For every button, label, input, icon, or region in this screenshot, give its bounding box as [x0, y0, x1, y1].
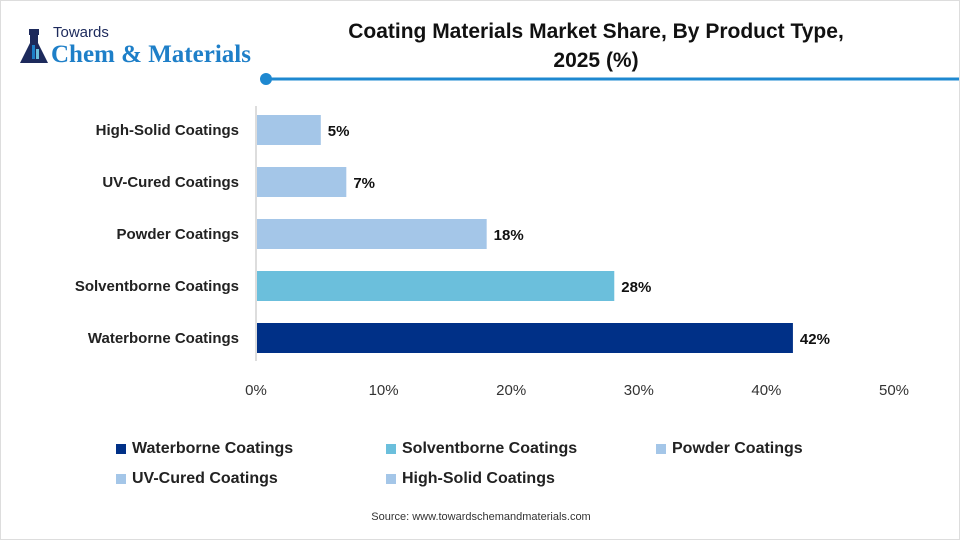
bar [257, 219, 487, 249]
legend-swatch [386, 474, 396, 484]
legend-swatch [386, 444, 396, 454]
data-label: 28% [621, 279, 651, 296]
legend-item: UV-Cured Coatings [116, 469, 278, 489]
brand-line2: Chem & Materials [51, 41, 251, 68]
legend-swatch [656, 444, 666, 454]
legend-item: Waterborne Coatings [116, 439, 293, 459]
legend-label: Waterborne Coatings [132, 440, 294, 457]
x-tick-label: 0% [245, 382, 267, 399]
bar [257, 323, 793, 353]
data-label: 5% [328, 123, 350, 140]
x-tick-label: 50% [879, 382, 909, 399]
x-tick-label: 30% [624, 382, 654, 399]
legend-label: Powder Coatings [672, 440, 803, 457]
x-tick-label: 20% [496, 382, 526, 399]
category-label: High-Solid Coatings [96, 122, 239, 139]
flask-icon [20, 29, 48, 63]
bar-chart: High-Solid Coatings 5% UV-Cured Coatings 7%… [75, 73, 959, 399]
x-tick-label: 40% [751, 382, 781, 399]
legend-label: Solventborne Coatings [402, 440, 578, 457]
brand-logo: Towards Chem & Materials [19, 25, 279, 69]
data-label: 18% [494, 227, 524, 244]
chart-title: Coating Materials Market Share, By Produ… [291, 17, 901, 75]
legend-item: Solventborne Coatings [386, 439, 577, 459]
bar [257, 167, 347, 197]
title-line-1: Coating Materials Market Share, By Produ… [348, 20, 844, 43]
data-label: 7% [353, 175, 375, 192]
source-note: Source: www.towardschemandmaterials.com [371, 511, 591, 523]
bar [257, 115, 321, 145]
legend-item: High-Solid Coatings [386, 469, 555, 489]
legend-label: High-Solid Coatings [402, 470, 555, 487]
title-line-2: 2025 (%) [553, 49, 639, 72]
legend-swatch [116, 474, 126, 484]
category-label: UV-Cured Coatings [102, 174, 239, 191]
category-label: Waterborne Coatings [88, 330, 239, 347]
category-label: Powder Coatings [116, 226, 239, 243]
legend-label: UV-Cured Coatings [132, 470, 278, 487]
x-tick-label: 10% [369, 382, 399, 399]
brand-line1: Towards [53, 24, 109, 41]
bar [257, 271, 615, 301]
data-label: 42% [800, 331, 830, 348]
category-label: Solventborne Coatings [75, 278, 239, 295]
legend-swatch [116, 444, 126, 454]
legend-item: Powder Coatings [656, 439, 803, 459]
